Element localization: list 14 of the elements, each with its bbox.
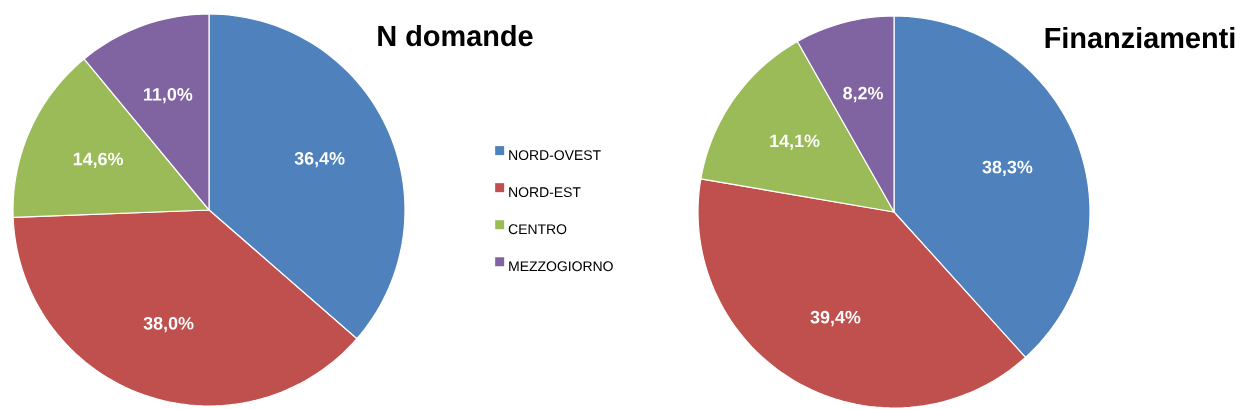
data-label: 11,0% <box>144 88 193 104</box>
data-label: 36,4% <box>294 152 345 168</box>
data-label: 14,6% <box>73 152 124 169</box>
legend-label: NORD-OVEST <box>509 150 601 161</box>
chart-title: N domande <box>378 25 533 47</box>
data-label: 38,3% <box>982 160 1033 177</box>
data-label: 14,1% <box>770 134 820 150</box>
legend-label: NORD-EST <box>509 187 581 198</box>
data-label: 39,4% <box>810 311 861 327</box>
data-label: 8,2% <box>843 87 883 103</box>
legend-label: CENTRO <box>508 224 567 235</box>
legend-label: MEZZOGIORNO <box>509 261 613 272</box>
data-label: 38,0% <box>143 317 194 333</box>
chart-title: Finanziamenti <box>1045 27 1235 49</box>
